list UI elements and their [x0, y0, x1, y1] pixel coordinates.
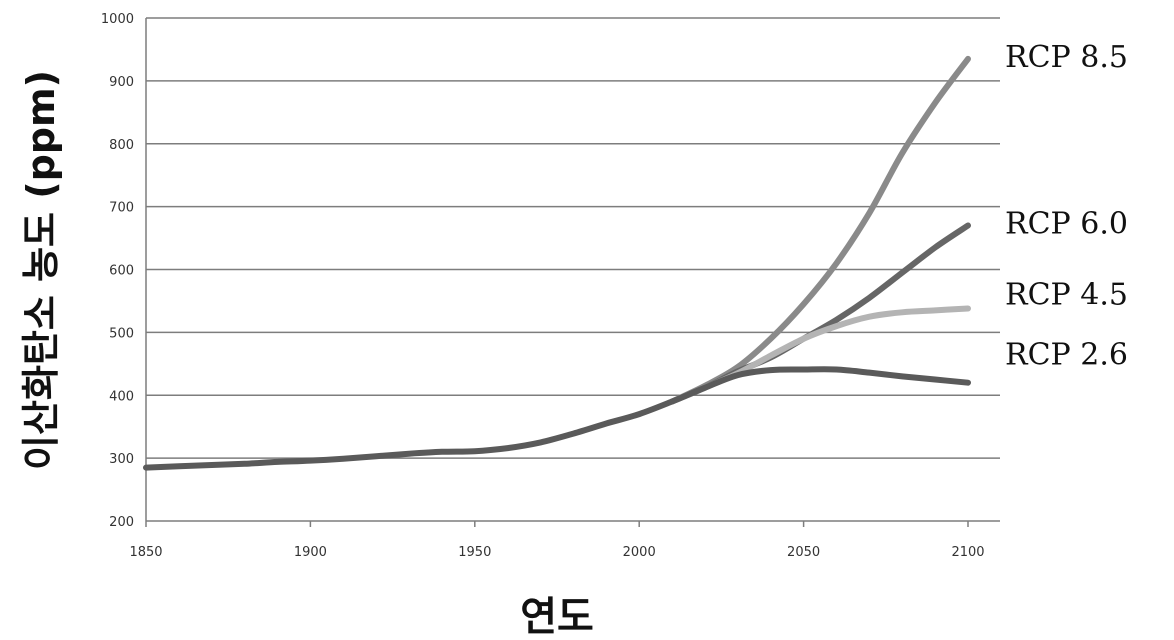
y-tick-label: 700: [109, 201, 134, 216]
series-line-rcp26: [143, 366, 971, 471]
x-axis-title: 연도: [520, 594, 594, 640]
x-tick-label: 2100: [951, 545, 984, 560]
y-tick-label: 200: [109, 515, 134, 530]
y-tick-label: 300: [109, 452, 134, 467]
axis-layer: 200 300 400 500 600 700 800 900 1000 1850 1900 1950…: [101, 12, 985, 560]
x-tick-label: 2050: [787, 545, 820, 560]
series-label-rcp85: RCP 8.5: [1005, 40, 1128, 75]
x-tick-label: 1900: [294, 545, 327, 560]
y-axis-title: 이산화탄소 농도 (ppm): [19, 70, 63, 470]
y-tick-label: 800: [109, 138, 134, 153]
series-label-rcp45: RCP 4.5: [1005, 277, 1128, 312]
y-tick-label: 600: [109, 264, 134, 279]
label-layer: RCP 8.5 RCP 6.0 RCP 4.5 RCP 2.6: [1005, 40, 1128, 373]
series-layer: [143, 55, 971, 471]
series-line-rcp85: [669, 55, 971, 405]
y-tick-label: 400: [109, 389, 134, 404]
x-tick-label: 1950: [458, 545, 491, 560]
grid-layer: [146, 17, 1000, 522]
series-label-rcp26: RCP 2.6: [1005, 338, 1128, 373]
y-tick-label: 1000: [101, 12, 134, 27]
y-tick-label: 500: [109, 326, 134, 341]
series-label-rcp60: RCP 6.0: [1005, 206, 1128, 241]
series-line-rcp45: [669, 305, 971, 405]
y-tick-label: 900: [109, 75, 134, 90]
x-tick-label: 1850: [129, 545, 162, 560]
x-tick-label: 2000: [623, 545, 656, 560]
